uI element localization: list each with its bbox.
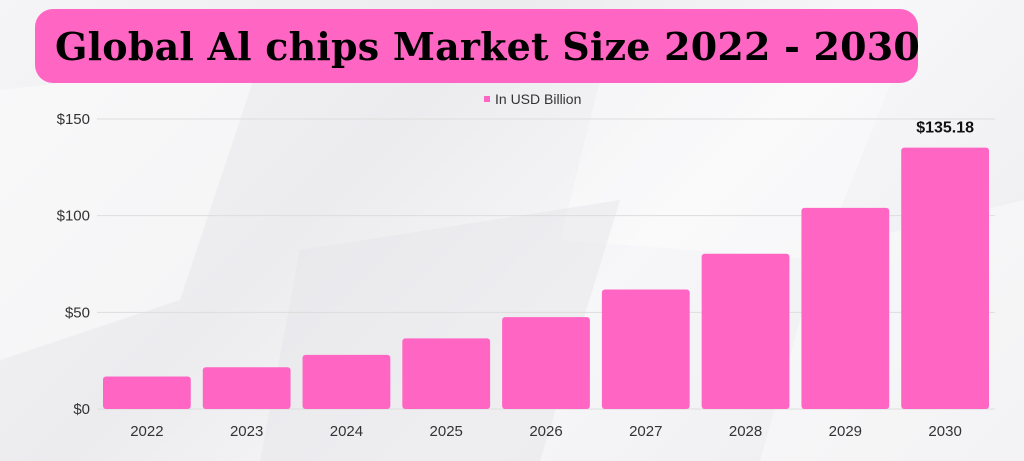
y-axis-ticks: $0 $50 $100 $150 [57,111,90,418]
y-tick-label: $50 [65,304,90,321]
x-tick-label: 2024 [330,423,363,440]
legend: In USD Billion [484,91,581,107]
bar-2022 [102,376,191,409]
bar-2025 [402,338,491,409]
x-tick-label: 2028 [729,423,762,440]
x-tick-label: 2022 [130,423,163,440]
x-tick-label: 2029 [829,423,862,440]
bar-2028 [701,253,790,409]
x-tick-label: 2025 [430,423,463,440]
y-tick-label: $0 [73,401,90,418]
bar-2029 [801,207,890,409]
title-banner: Global Al chips Market Size 2022 - 2030 [35,9,921,83]
value-label: $135.18 [916,120,974,137]
x-tick-label: 2023 [230,423,263,440]
legend-swatch [484,96,490,102]
bar-2026 [502,317,590,409]
bars [102,147,990,410]
x-axis-ticks: 2022 2023 2024 2025 2026 2027 2028 2029 2030 [130,423,962,440]
bar-2023 [202,367,291,409]
y-tick-label: $100 [57,208,90,225]
x-tick-label: 2026 [529,423,562,440]
bar-2027 [601,289,690,409]
legend-label: In USD Billion [495,91,582,107]
bar-2030 [901,147,990,410]
bar-2024 [302,354,391,409]
x-tick-label: 2030 [928,423,961,440]
annotations: $135.18 [916,120,974,137]
y-tick-label: $150 [57,111,90,128]
x-tick-label: 2027 [629,423,662,440]
chart-title: Global Al chips Market Size 2022 - 2030 [55,23,921,69]
